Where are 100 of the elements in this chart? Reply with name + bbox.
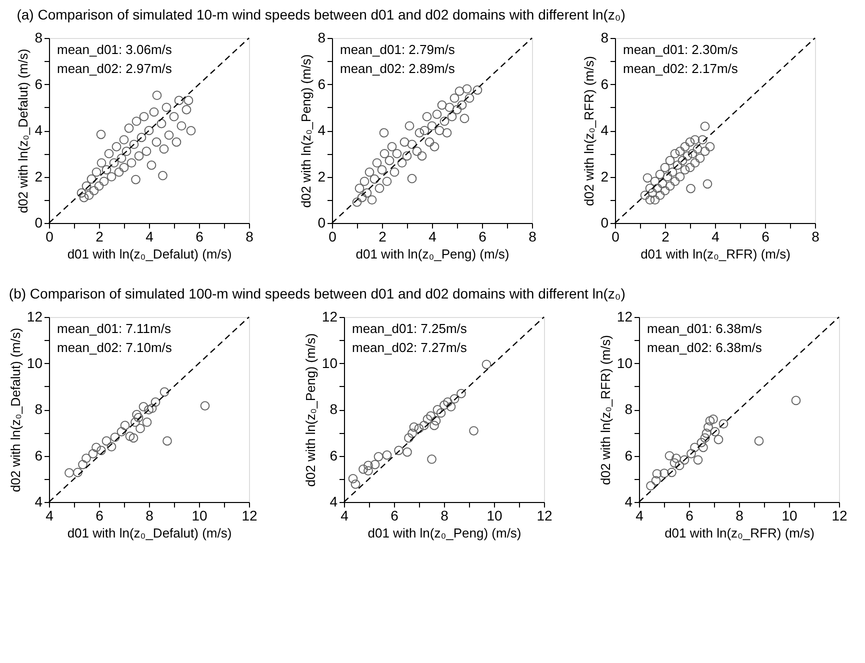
point xyxy=(125,432,135,441)
point xyxy=(392,148,402,158)
point xyxy=(172,137,182,147)
x-tick-label: 8 xyxy=(736,508,744,524)
point xyxy=(454,86,464,96)
point xyxy=(364,167,374,177)
annotation: mean_d01: 2.79m/s xyxy=(340,42,456,57)
point xyxy=(672,160,682,170)
point xyxy=(162,436,172,446)
point xyxy=(412,146,422,156)
x-tick-label: 12 xyxy=(536,508,552,524)
point xyxy=(96,446,106,456)
y-axis-title: d02 with ln(z₀_Defalut) (m/s) xyxy=(16,48,31,214)
point xyxy=(387,142,397,152)
point xyxy=(682,151,692,161)
y-tick-label: 12 xyxy=(616,308,633,324)
x-tick-label: 6 xyxy=(196,228,204,244)
point xyxy=(96,130,106,140)
point xyxy=(431,416,441,426)
point xyxy=(374,452,384,462)
point xyxy=(648,188,658,198)
y-tick-label: 8 xyxy=(600,30,609,46)
point xyxy=(142,418,152,427)
point xyxy=(450,394,460,404)
point xyxy=(426,411,436,421)
point xyxy=(419,420,429,430)
point xyxy=(443,397,452,407)
y-tick-label: 10 xyxy=(322,354,338,371)
point xyxy=(130,418,140,427)
point xyxy=(702,179,712,189)
point xyxy=(440,400,449,410)
y-tick-label: 8 xyxy=(34,30,43,46)
y-axis-title: d02 with ln(z₀_Peng) (m/s) xyxy=(302,333,318,487)
point xyxy=(370,174,380,184)
point xyxy=(646,481,656,490)
y-tick-label: 6 xyxy=(624,447,633,464)
point xyxy=(358,464,368,474)
point xyxy=(131,174,140,184)
point xyxy=(176,121,186,131)
point xyxy=(110,432,120,442)
point xyxy=(680,455,690,465)
point xyxy=(688,148,698,158)
y-axis-title: d02 with ln(z₀_RFR) (m/s) xyxy=(598,335,613,485)
x-tick-label: 6 xyxy=(390,508,399,524)
x-axis-title: d01 with ln(z₀_Defalut) (m/s) xyxy=(67,246,232,262)
x-tick-label: 4 xyxy=(428,228,437,244)
x-tick-label: 6 xyxy=(478,228,487,244)
point xyxy=(109,158,119,168)
point xyxy=(685,137,695,147)
point xyxy=(94,181,104,191)
x-tick-label: 6 xyxy=(762,228,770,244)
y-tick-label: 4 xyxy=(318,122,326,138)
point xyxy=(142,146,152,156)
point xyxy=(162,102,172,112)
x-tick-label: 4 xyxy=(340,508,349,524)
point xyxy=(678,156,688,166)
point xyxy=(450,93,460,103)
point xyxy=(134,151,144,161)
point xyxy=(472,85,482,95)
point xyxy=(675,172,685,182)
point xyxy=(436,408,446,418)
point xyxy=(680,142,690,152)
point xyxy=(452,105,462,114)
point xyxy=(186,126,196,136)
point xyxy=(664,451,674,460)
x-tick-label: 6 xyxy=(686,508,694,524)
y-tick-label: 8 xyxy=(318,30,326,46)
x-tick-label: 10 xyxy=(192,508,208,524)
point xyxy=(660,162,670,172)
point xyxy=(372,158,382,168)
point xyxy=(670,458,680,468)
point xyxy=(397,158,407,168)
point xyxy=(667,468,676,478)
point xyxy=(686,184,696,194)
x-tick-label: 2 xyxy=(96,228,104,244)
point xyxy=(122,146,132,156)
y-tick-label: 12 xyxy=(322,308,338,324)
point xyxy=(144,126,154,136)
annotation: mean_d02: 7.27m/s xyxy=(352,340,468,355)
point xyxy=(144,405,154,414)
x-axis-title: d01 with ln(z₀_Defalut) (m/s) xyxy=(67,526,232,540)
point xyxy=(464,93,474,103)
point xyxy=(149,107,159,117)
y-tick-label: 12 xyxy=(26,308,43,324)
annotation: mean_d02: 2.17m/s xyxy=(623,61,738,76)
point xyxy=(456,388,466,398)
point xyxy=(64,468,74,478)
point xyxy=(444,102,454,112)
point xyxy=(700,146,710,156)
x-tick-label: 4 xyxy=(146,228,154,244)
point xyxy=(662,172,672,182)
point xyxy=(668,167,678,177)
point xyxy=(380,148,390,158)
point xyxy=(156,118,166,128)
point xyxy=(377,165,387,174)
point xyxy=(655,190,665,200)
point xyxy=(158,170,168,180)
x-tick-label: 8 xyxy=(528,228,537,244)
point xyxy=(642,173,652,183)
point xyxy=(124,124,134,133)
